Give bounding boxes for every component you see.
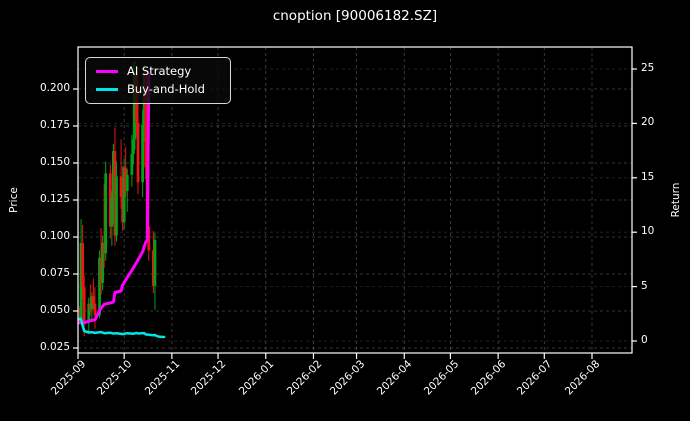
price-tick-label: 0.050 [39,304,70,316]
candle-body [144,75,148,168]
candle-body [121,197,125,223]
chart-title: cnoption [90006182.SZ] [272,8,438,24]
candle-body [104,173,108,254]
candle-body [152,250,155,286]
price-tick-label: 0.100 [39,230,70,242]
candle-body [136,123,140,183]
candle-body [110,198,114,227]
candle-body [125,174,129,192]
candle-body [79,242,83,322]
legend-label-ai-strategy: AI Strategy [127,64,192,78]
candle-body [101,242,105,283]
candle-body [133,72,137,140]
candle-body [153,239,157,286]
line-ai-strategy [78,72,151,325]
ai-strategy-line-swatch [96,69,118,73]
price-tick-label: 0.150 [39,156,70,168]
candle-body [88,303,92,310]
legend: AI Strategy Buy-and-Hold [85,57,231,104]
candle-body [87,303,91,323]
legend-item-buy-and-hold: Buy-and-Hold [96,80,220,98]
return-tick-label: 0 [641,334,648,346]
candle-body [91,296,95,304]
line-buy-and-hold [78,317,166,339]
candle-body [98,257,101,316]
candle-body [82,287,86,323]
candle-body [130,154,134,175]
candle-body [93,303,97,316]
return-tick-label: 25 [641,62,655,74]
legend-item-ai-strategy: AI Strategy [96,62,220,80]
candle-body [119,176,123,198]
buy-and-hold-line-swatch [96,87,118,91]
candle-body [108,173,112,227]
candle-body [113,151,117,236]
return-tick-label: 10 [641,225,655,238]
candle-body [99,257,103,283]
price-tick-label: 0.075 [39,267,70,279]
price-tick-label: 0.175 [39,119,70,131]
legend-label-buy-and-hold: Buy-and-Hold [127,82,205,96]
candle-body [111,151,115,199]
candle-body [124,167,128,192]
candle-body [90,296,94,310]
candle-body [78,319,81,322]
y-axis-label-return: Return [670,182,682,218]
return-tick-label: 20 [641,116,655,129]
candle-body [81,242,85,288]
y-axis-label-price: Price [8,187,20,213]
candle-body [122,167,126,223]
candle-body [141,124,145,183]
return-tick-label: 5 [641,279,648,292]
price-tick-label: 0.025 [39,341,70,353]
candle-body [132,139,135,155]
price-tick-label: 0.125 [39,193,70,205]
candle-body [102,242,106,254]
return-tick-label: 15 [641,170,655,183]
price-tick-label: 0.200 [39,82,70,94]
candle-body [115,176,118,236]
